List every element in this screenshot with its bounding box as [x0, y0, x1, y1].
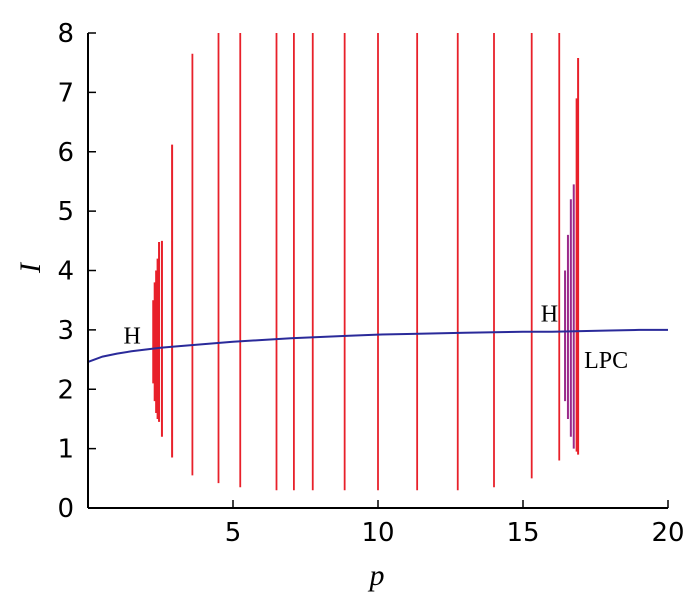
equilibrium-curve [87, 328, 668, 363]
annotation-h-1: H [124, 324, 141, 350]
y-tick-label-2: 1 [57, 435, 74, 465]
limit-cycle-lines [152, 33, 580, 491]
y-tick-label-8: 7 [57, 78, 74, 108]
y-tick-label-5: 4 [57, 257, 74, 287]
x-tick-label-2: 10 [361, 518, 394, 548]
axes [87, 32, 669, 509]
annotation-lpc-3: LPC [584, 348, 628, 374]
y-tick-label-6: 5 [57, 197, 74, 227]
x-tick-label-4: 20 [651, 518, 684, 548]
annotations: H H LPC [124, 302, 629, 374]
x-axis-label: p [368, 559, 385, 592]
annotation-h-2: H [541, 302, 558, 328]
x-tick-label-1: 5 [225, 518, 242, 548]
y-tick-label-1: 0 [57, 494, 74, 524]
x-tick-label-3: 15 [506, 518, 539, 548]
tick-labels: 5 10 15 20 0 1 2 3 4 5 6 7 8 [57, 19, 684, 548]
y-tick-label-4: 3 [57, 316, 74, 346]
y-tick-label-7: 6 [57, 138, 74, 168]
y-tick-label-9: 8 [57, 19, 74, 49]
y-axis-label: I [14, 261, 47, 274]
y-tick-label-3: 2 [57, 375, 74, 405]
